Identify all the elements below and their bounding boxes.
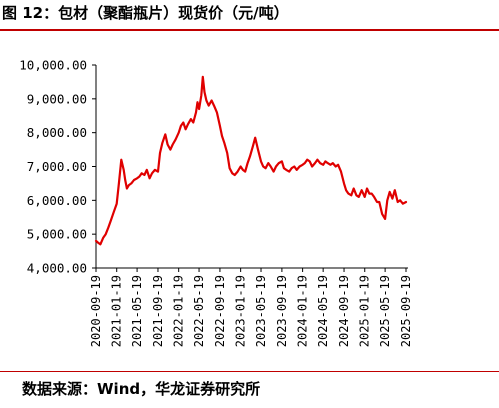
x-tick-label: 2025-09-19 xyxy=(399,275,413,347)
y-tick-label: 6,000.00 xyxy=(27,193,87,208)
x-tick-label: 2020-09-19 xyxy=(89,275,103,347)
series-line xyxy=(94,75,408,246)
title-divider xyxy=(0,29,499,31)
y-tick-label: 5,000.00 xyxy=(27,227,87,242)
x-tick-label: 2023-09-19 xyxy=(275,275,289,347)
x-tick-label: 2021-09-19 xyxy=(151,275,165,347)
data-source: 数据来源：Wind，华龙证券研究所 xyxy=(22,380,261,398)
source-divider xyxy=(0,371,499,372)
x-tick-label: 2022-05-19 xyxy=(192,275,206,347)
x-tick-label: 2021-05-19 xyxy=(130,275,144,347)
x-axis: 2020-09-19 2021-01-19 2021-05-19 2021-09-19… xyxy=(89,267,413,347)
x-tick-label: 2022-01-19 xyxy=(172,275,186,347)
y-tick-label: 8,000.00 xyxy=(27,125,87,140)
x-tick-label: 2024-09-19 xyxy=(337,275,351,347)
y-axis: 4,000.00 5,000.00 6,000.00 7,000.00 8,000.00… xyxy=(19,58,97,276)
y-tick-label: 4,000.00 xyxy=(27,261,87,276)
x-tick-label: 2025-01-19 xyxy=(358,275,372,347)
y-tick-label: 7,000.00 xyxy=(27,159,87,174)
x-tick-label: 2024-01-19 xyxy=(296,275,310,347)
x-tick-label: 2023-05-19 xyxy=(254,275,268,347)
y-tick-label: 10,000.00 xyxy=(19,58,87,73)
x-tick-label: 2021-01-19 xyxy=(110,275,124,347)
y-tick-label: 9,000.00 xyxy=(27,91,87,106)
x-tick-label: 2025-05-19 xyxy=(378,275,392,347)
series-layer xyxy=(94,75,408,246)
x-tick-label: 2023-01-19 xyxy=(234,275,248,347)
x-tick-label: 2022-09-19 xyxy=(213,275,227,347)
chart-title: 图 12：包材（聚酯瓶片）现货价（元/吨） xyxy=(2,4,289,22)
x-tick-label: 2024-05-19 xyxy=(316,275,330,347)
